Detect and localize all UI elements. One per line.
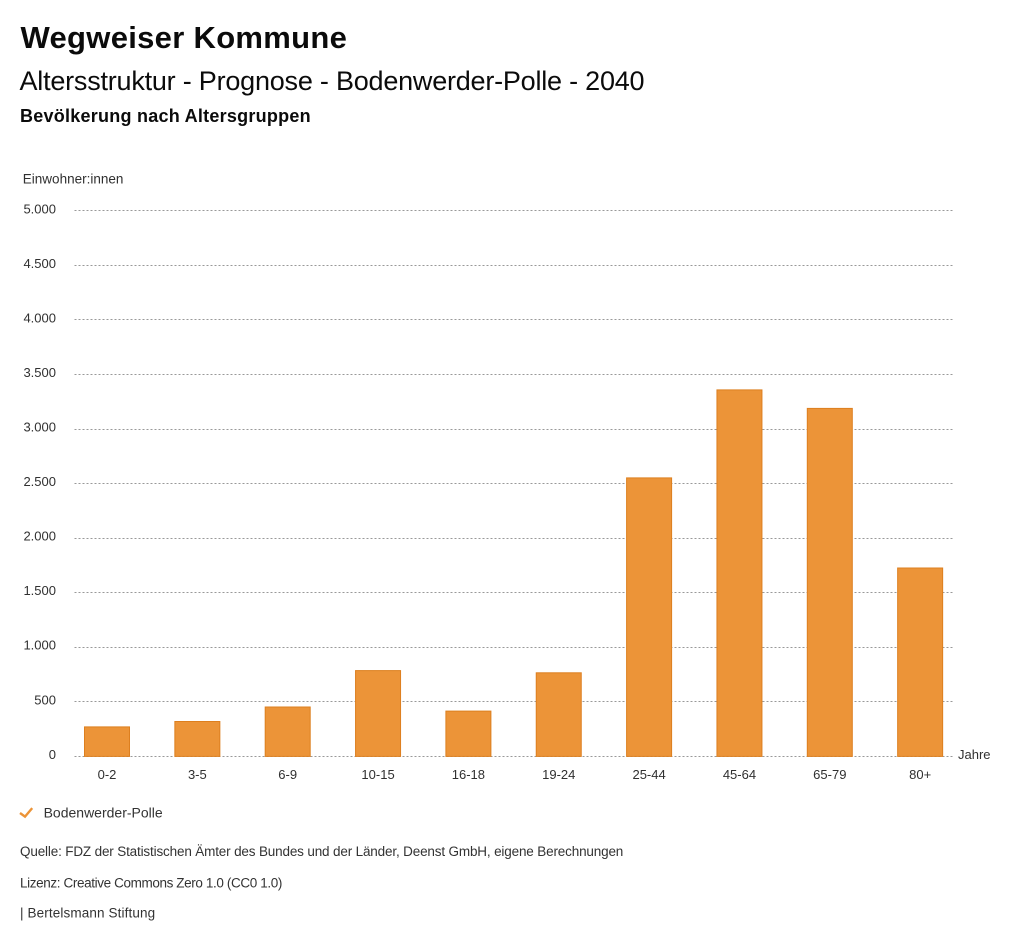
svg-text:25-44: 25-44 bbox=[632, 767, 665, 782]
svg-text:65-79: 65-79 bbox=[813, 767, 846, 782]
svg-text:Lizenz: Creative Commons Zero: Lizenz: Creative Commons Zero 1.0 (CC0 1… bbox=[20, 875, 282, 890]
svg-text:Jahre: Jahre bbox=[958, 747, 991, 762]
svg-text:2.500: 2.500 bbox=[23, 474, 56, 489]
svg-text:Bodenwerder-Polle: Bodenwerder-Polle bbox=[44, 804, 163, 820]
svg-text:19-24: 19-24 bbox=[542, 767, 575, 782]
svg-text:2.000: 2.000 bbox=[23, 529, 56, 544]
svg-text:1.500: 1.500 bbox=[23, 583, 56, 598]
svg-text:80+: 80+ bbox=[909, 767, 931, 782]
svg-text:4.500: 4.500 bbox=[23, 256, 56, 271]
svg-text:0-2: 0-2 bbox=[98, 767, 117, 782]
svg-text:3-5: 3-5 bbox=[188, 767, 207, 782]
svg-text:4.000: 4.000 bbox=[23, 310, 56, 325]
svg-text:Quelle: FDZ der Statistischen: Quelle: FDZ der Statistischen Ämter des … bbox=[20, 844, 623, 859]
svg-text:3.000: 3.000 bbox=[23, 420, 56, 435]
svg-text:10-15: 10-15 bbox=[361, 767, 394, 782]
svg-text:Wegweiser Kommune: Wegweiser Kommune bbox=[21, 20, 348, 55]
svg-text:16-18: 16-18 bbox=[452, 767, 485, 782]
svg-text:| Bertelsmann Stiftung: | Bertelsmann Stiftung bbox=[20, 906, 155, 921]
svg-text:5.000: 5.000 bbox=[23, 201, 56, 216]
svg-text:Bevölkerung nach Altersgruppen: Bevölkerung nach Altersgruppen bbox=[20, 106, 311, 126]
svg-text:Altersstruktur - Prognose - Bo: Altersstruktur - Prognose - Bodenwerder-… bbox=[20, 66, 645, 96]
svg-text:6-9: 6-9 bbox=[278, 767, 297, 782]
svg-text:0: 0 bbox=[49, 747, 56, 762]
svg-text:1.000: 1.000 bbox=[23, 638, 56, 653]
svg-text:Einwohner:innen: Einwohner:innen bbox=[23, 171, 124, 186]
svg-text:500: 500 bbox=[34, 692, 56, 707]
svg-text:45-64: 45-64 bbox=[723, 767, 756, 782]
svg-text:3.500: 3.500 bbox=[23, 365, 56, 380]
